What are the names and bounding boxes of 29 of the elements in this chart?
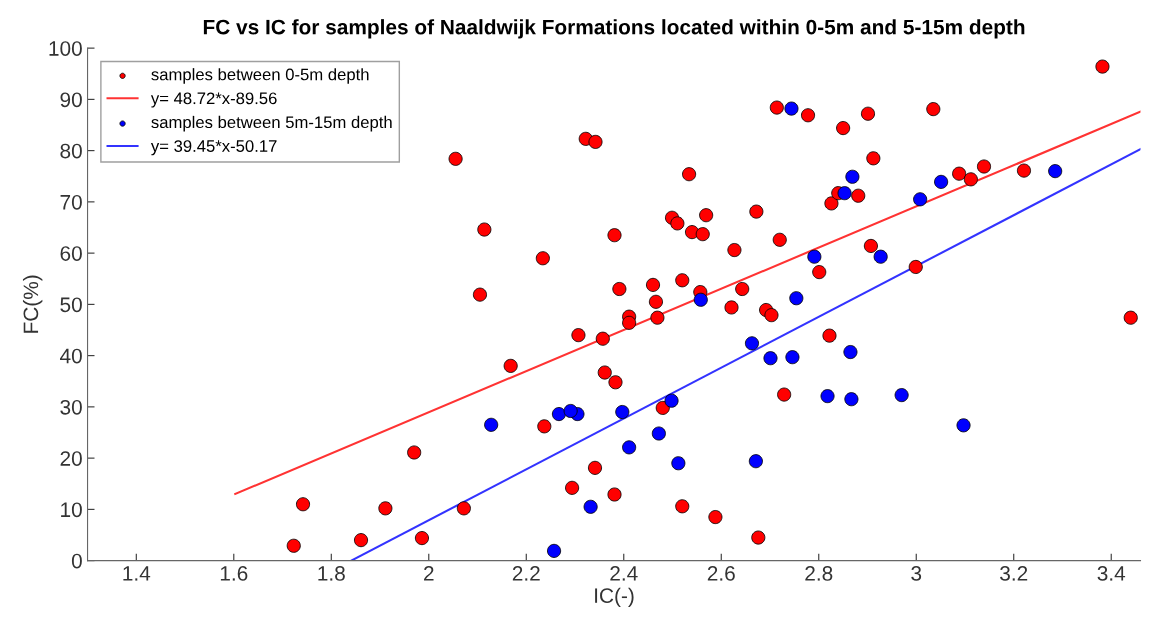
x-tick-label: 2.6 — [707, 566, 735, 581]
x-tick-label: 3.4 — [1097, 566, 1126, 581]
y-tick-label: 60 — [60, 246, 82, 261]
x-axis-title: IC(-) — [595, 587, 634, 608]
y-tick-label: 20 — [60, 451, 82, 466]
legend-label: samples between 0-5m depth — [151, 68, 369, 84]
x-tick-label: 2.8 — [805, 566, 833, 581]
x-tick-label: 2 — [424, 566, 434, 581]
x-tick-label: 1.6 — [220, 566, 248, 581]
x-tick-label: 3.2 — [1000, 566, 1028, 581]
y-tick-label: 100 — [49, 41, 82, 56]
x-tick-label: 3 — [911, 566, 922, 581]
y-tick-label: 10 — [61, 502, 82, 518]
x-tick-label: 2.2 — [512, 566, 540, 581]
y-tick-label: 40 — [60, 348, 82, 364]
x-tick-label: 1.4 — [123, 566, 151, 581]
y-tick-label: 30 — [60, 399, 82, 415]
legend-label: y= 48.72*x-89.56 — [150, 92, 277, 108]
x-tick-label: 2.4 — [610, 566, 638, 581]
y-tick-label: 50 — [60, 297, 82, 313]
chart-title: FC vs IC for samples of Naaldwijk Formations located within 0-5m and 5-15m depth — [203, 19, 1025, 39]
y-tick-label: 80 — [60, 143, 82, 159]
y-tick-label: 70 — [60, 194, 82, 210]
y-tick-label: 90 — [60, 92, 82, 108]
legend-label: samples between 5m-15m depth — [151, 115, 392, 132]
x-tick-label: 1.8 — [318, 566, 345, 581]
legend-label: y= 39.45*x-50.17 — [150, 140, 277, 156]
y-axis-title: FC(%) — [22, 275, 43, 333]
y-tick-label: 0 — [71, 553, 82, 569]
